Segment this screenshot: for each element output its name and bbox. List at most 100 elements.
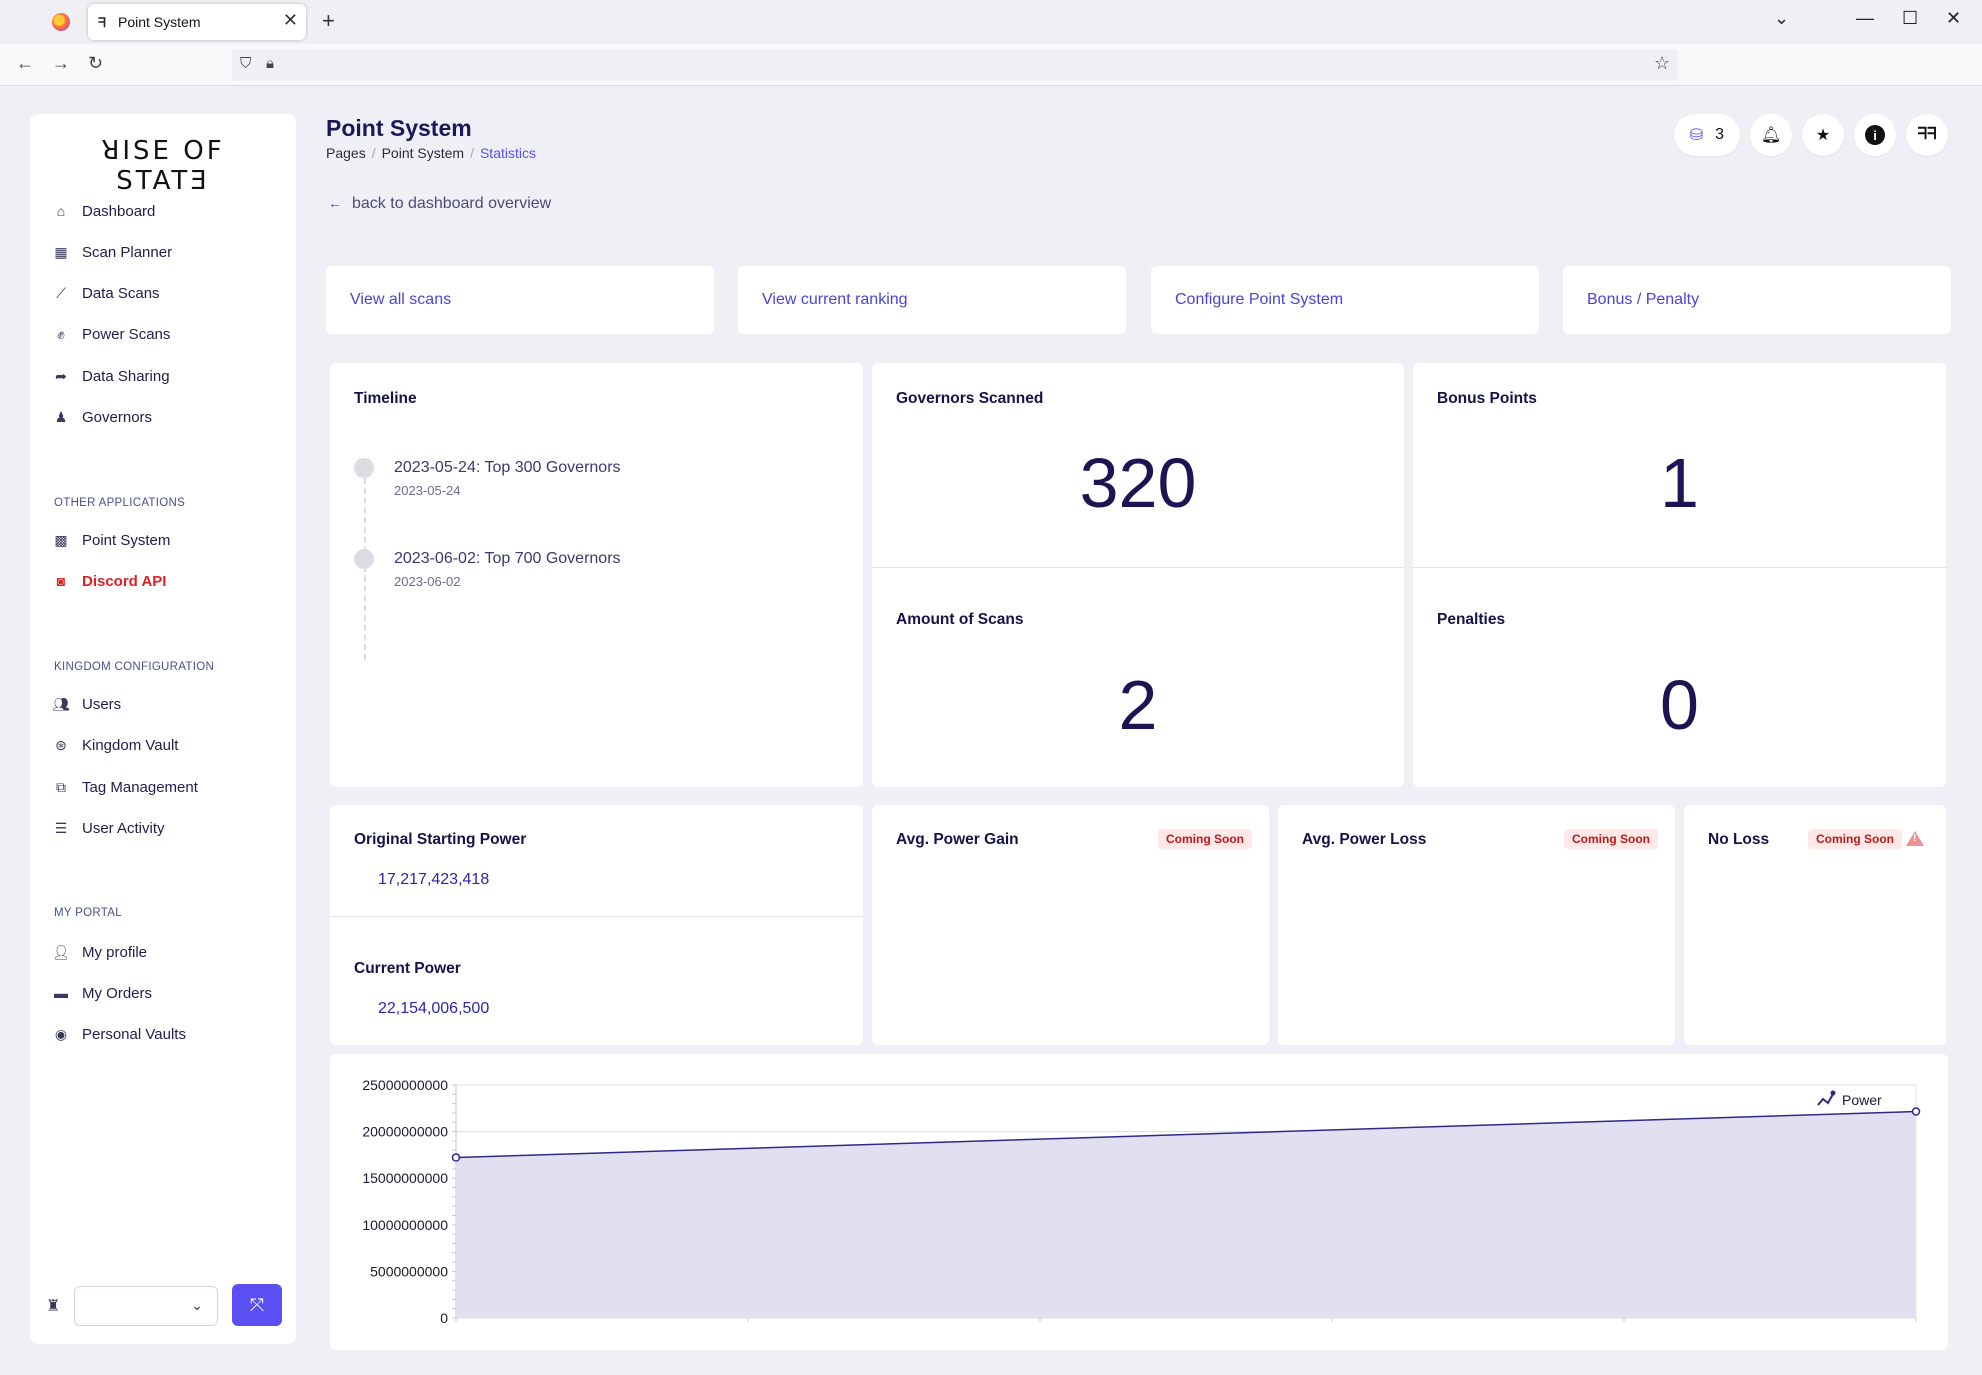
forward-icon[interactable]: → [52, 53, 70, 73]
amount-of-scans-label: Amount of Scans [896, 611, 1024, 628]
reload-icon[interactable]: ↻ [88, 53, 104, 73]
back-link-label: back to dashboard overview [352, 195, 552, 212]
divider [872, 567, 1404, 568]
series-line [455, 1110, 1917, 1159]
chevron-down-icon: ⌄ [191, 1297, 203, 1313]
power-chart-card: 25000000000 20000000000 15000000000 1000000… [330, 1054, 1948, 1350]
castle-icon: ♜ [46, 1298, 61, 1315]
warning-icon[interactable] [1906, 831, 1924, 846]
timeline-entry-title[interactable]: 2023-06-02: Top 700 Governors [394, 550, 621, 567]
power-card: Original Starting Power Current Power [330, 805, 863, 1045]
sidebar-item-users[interactable]: 👥︎ Users [52, 689, 121, 719]
kingdom-select[interactable]: ⌄ [74, 1286, 218, 1326]
user-icon: 👤︎ [52, 943, 70, 960]
info-icon: i [1865, 125, 1885, 145]
breadcrumb-point-system[interactable]: Point System [381, 145, 465, 161]
sidebar-item-data-sharing[interactable]: ➦ Data Sharing [52, 361, 170, 391]
coming-soon-badge: Coming Soon [1158, 829, 1252, 849]
y-tick-label: 20000000000 [362, 1124, 448, 1140]
sidebar-item-label: My profile [82, 943, 148, 961]
governors-scanned-value: 320 [1079, 444, 1197, 522]
y-tick-label: 15000000000 [362, 1170, 448, 1186]
sidebar-item-personal-vaults[interactable]: ◉ Personal Vaults [52, 1019, 186, 1049]
breadcrumb-pages[interactable]: Pages [326, 145, 366, 161]
info-button[interactable]: i [1854, 114, 1896, 156]
sidebar-item-label: Tag Management [82, 778, 198, 796]
back-to-dashboard-link[interactable]: ← back to dashboard overview [328, 195, 551, 213]
chart-line-icon: ⟋ [56, 284, 66, 301]
sidebar-item-label: User Activity [82, 819, 165, 837]
penalties-value: 0 [1660, 666, 1699, 744]
sidebar-item-tag-management[interactable]: ⧉ Tag Management [52, 772, 198, 802]
sidebar-item-dashboard[interactable]: ⌂ Dashboard [52, 196, 156, 226]
shield-icon[interactable]: ⛉ [240, 55, 252, 72]
timeline-entry-date: 2023-06-02 [394, 574, 461, 589]
brand-logo[interactable]: ꓤISE OF STATƎ [101, 136, 225, 196]
coins-button[interactable]: ⛁ 3 [1673, 114, 1740, 156]
timeline-entry-date: 2023-05-24 [394, 483, 461, 498]
legend-label: Power [1842, 1092, 1882, 1108]
sidebar-item-governors[interactable]: ♟ Governors [52, 402, 152, 432]
current-power-label: Current Power [354, 960, 461, 977]
section-heading-portal: MY PORTAL [54, 907, 122, 919]
data-point [451, 1153, 461, 1162]
amount-of-scans-value: 2 [1118, 666, 1158, 744]
maximize-icon[interactable]: ☐ [1902, 8, 1919, 28]
y-tick-label: 0 [440, 1310, 448, 1326]
sidebar-item-my-profile[interactable]: 👤︎ My profile [52, 937, 147, 967]
sidebar-item-label: Users [82, 695, 122, 713]
no-loss-label: No Loss [1708, 831, 1770, 848]
divider [330, 916, 863, 917]
sidebar-item-label: My Orders [82, 984, 153, 1002]
sidebar-item-my-orders[interactable]: ▬ My Orders [52, 978, 152, 1008]
favorites-button[interactable]: ★ [1802, 114, 1844, 156]
notifications-button[interactable]: 🔔︎ [1750, 114, 1792, 156]
y-tick-label: 10000000000 [362, 1217, 448, 1233]
browser-tab[interactable]: ᖷ Point System ✕ [88, 4, 306, 40]
tab-list-icon[interactable]: ⌄ [1774, 8, 1790, 28]
timeline-dot [354, 549, 374, 569]
back-icon[interactable]: ← [16, 53, 34, 73]
sidebar-item-point-system[interactable]: ▩ Point System [52, 525, 170, 555]
wallet-icon: ▬ [54, 985, 68, 1001]
close-window-icon[interactable]: ✕ [1946, 8, 1962, 28]
sidebar-item-discord-api[interactable]: ◙ Discord API [52, 566, 167, 596]
data-point [1911, 1107, 1921, 1116]
table-icon: ▦ [54, 243, 68, 260]
view-current-ranking-link[interactable]: View current ranking [738, 266, 1126, 334]
new-tab-icon[interactable]: + [322, 8, 335, 33]
sidebar-item-scan-planner[interactable]: ▦ Scan Planner [52, 237, 172, 267]
configure-point-system-link[interactable]: Configure Point System [1151, 266, 1539, 334]
close-tab-icon[interactable]: ✕ [282, 10, 298, 30]
view-all-scans-link[interactable]: View all scans [326, 266, 714, 334]
bonus-penalty-link[interactable]: Bonus / Penalty [1563, 266, 1951, 334]
sidebar-item-power-scans[interactable]: ✊︎ Power Scans [52, 319, 170, 349]
sidebar-item-data-scans[interactable]: ⟋ Data Scans [52, 278, 159, 308]
y-tick-label: 5000000000 [370, 1263, 448, 1279]
user-logo-icon: ᖷᖷ [1917, 126, 1937, 143]
original-power-label: Original Starting Power [354, 831, 527, 848]
timeline-entry-title[interactable]: 2023-05-24: Top 300 Governors [394, 459, 621, 476]
sidebar-item-label: Data Sharing [82, 367, 170, 385]
kingdom-switcher: ♜ ⌄ ⤧ [44, 1284, 284, 1326]
sidebar: ꓤISE OF STATƎ ⌂ Dashboard ▦ Scan Planner… [30, 114, 296, 1344]
bookmark-star-icon[interactable]: ☆ [1654, 53, 1671, 73]
fist-icon: ✊︎ [57, 325, 65, 342]
sidebar-item-label: Kingdom Vault [82, 736, 179, 754]
sidebar-item-kingdom-vault[interactable]: ⊛ Kingdom Vault [52, 730, 178, 760]
sidebar-item-user-activity[interactable]: ☰ User Activity [52, 813, 165, 843]
section-heading-kingdom: KINGDOM CONFIGURATION [54, 661, 215, 673]
browser-tab-bar: ᖷ Point System ✕ + ⌄ — ☐ ✕ [0, 0, 1982, 44]
sidebar-item-label: Governors [82, 408, 153, 426]
series-area [456, 1111, 1916, 1318]
breadcrumb: Pages / Point System / Statistics [326, 145, 536, 161]
sidebar-item-label: Point System [82, 531, 171, 549]
url-bar[interactable]: ⛉ 🔒︎ ☆ [232, 49, 1678, 81]
no-loss-card: No Loss Coming Soon [1684, 805, 1946, 1045]
avg-power-gain-label: Avg. Power Gain [896, 831, 1019, 848]
avatar[interactable]: ᖷᖷ [1906, 114, 1948, 156]
discord-icon: ◙ [56, 573, 66, 589]
switch-kingdom-button[interactable]: ⤧ [232, 1284, 282, 1326]
lock-icon[interactable]: 🔒︎ [266, 55, 274, 72]
minimize-icon[interactable]: — [1856, 8, 1874, 28]
